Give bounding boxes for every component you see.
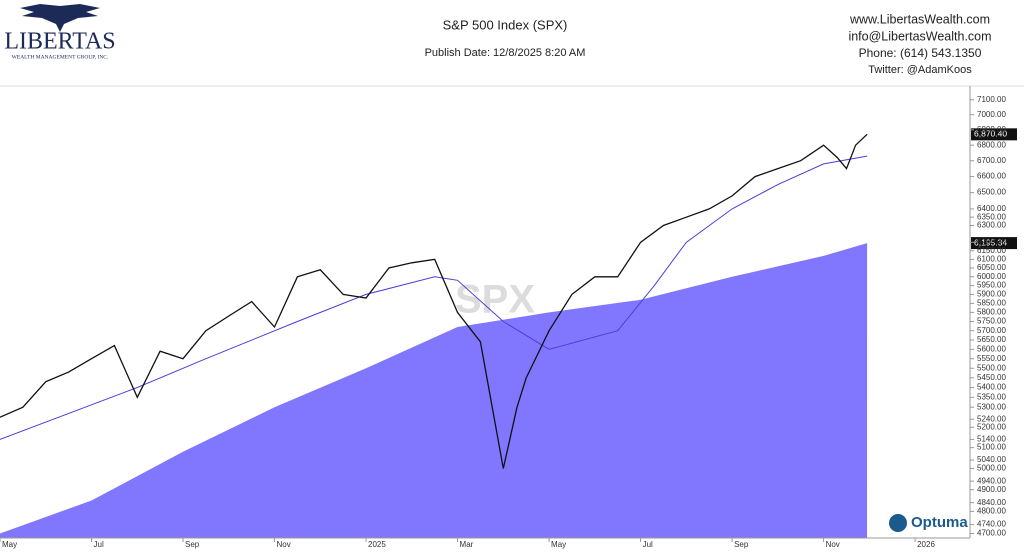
y-tick-label: 6400.00 bbox=[977, 204, 1006, 213]
y-tick-label: 6700.00 bbox=[977, 156, 1006, 165]
logo-name: LIBERTAS bbox=[4, 29, 115, 55]
brand: Optuma bbox=[889, 514, 968, 532]
last-value-label: 6,195.34 bbox=[974, 237, 1007, 247]
y-tick-label: 5350.00 bbox=[977, 392, 1006, 401]
y-tick-label: 5850.00 bbox=[977, 298, 1006, 307]
x-tick-label: May bbox=[2, 540, 17, 549]
logo-sub: WEALTH MANAGEMENT GROUP, INC. bbox=[12, 54, 109, 60]
y-tick-label: 5700.00 bbox=[977, 326, 1006, 335]
price-line bbox=[0, 133, 868, 469]
x-tick-label: 2026 bbox=[917, 540, 935, 549]
y-tick-label: 6000.00 bbox=[977, 272, 1006, 281]
y-tick-label: 7100.00 bbox=[977, 95, 1006, 104]
y-tick-label: 4700.00 bbox=[977, 529, 1006, 538]
last-value-label: 6,870.40 bbox=[974, 129, 1007, 139]
y-tick-label: 6900.00 bbox=[977, 125, 1006, 134]
y-tick-label: 5950.00 bbox=[977, 281, 1006, 290]
area bbox=[0, 243, 868, 538]
y-tick-label: 6200.00 bbox=[977, 237, 1006, 246]
y-tick-label: 6800.00 bbox=[977, 140, 1006, 149]
y-tick-label: 5750.00 bbox=[977, 317, 1006, 326]
phone: Phone: (614) 543.1350 bbox=[859, 46, 982, 60]
y-tick-label: 5550.00 bbox=[977, 354, 1006, 363]
y-tick-label: 5140.00 bbox=[977, 435, 1006, 444]
plot: SPX bbox=[0, 133, 868, 538]
y-tick-label: 5800.00 bbox=[977, 308, 1006, 317]
y-tick-label: 5900.00 bbox=[977, 290, 1006, 299]
y-tick-label: 5400.00 bbox=[977, 383, 1006, 392]
brand-icon bbox=[889, 514, 907, 532]
x-tick-label: Sep bbox=[185, 540, 200, 549]
y-tick-label: 5040.00 bbox=[977, 455, 1006, 464]
y-tick-label: 5600.00 bbox=[977, 344, 1006, 353]
x-tick-label: Jul bbox=[94, 540, 104, 549]
y-tick-label: 6500.00 bbox=[977, 188, 1006, 197]
twitter: Twitter: @AdamKoos bbox=[868, 64, 972, 76]
x-tick-label: May bbox=[551, 540, 566, 549]
y-tick-label: 4900.00 bbox=[977, 485, 1006, 494]
logo-eagle bbox=[20, 4, 100, 32]
x-tick-label: Jul bbox=[643, 540, 653, 549]
watermark: SPX bbox=[455, 278, 535, 322]
x-tick-label: Nov bbox=[277, 540, 291, 549]
y-tick-label: 4840.00 bbox=[977, 498, 1006, 507]
y-tick-label: 5300.00 bbox=[977, 402, 1006, 411]
y-tick-label: 6050.00 bbox=[977, 263, 1006, 272]
y-tick-label: 7000.00 bbox=[977, 110, 1006, 119]
y-tick-label: 6300.00 bbox=[977, 221, 1006, 230]
y-tick-label: 5240.00 bbox=[977, 414, 1006, 423]
y-tick-label: 5650.00 bbox=[977, 335, 1006, 344]
y-tick-label: 4740.00 bbox=[977, 520, 1006, 529]
y-tick-label: 6150.00 bbox=[977, 246, 1006, 255]
website: www.LibertasWealth.com bbox=[849, 12, 990, 26]
x-tick-label: Sep bbox=[734, 540, 749, 549]
x-tick-label: Mar bbox=[460, 540, 474, 549]
y-tick-label: 4940.00 bbox=[977, 476, 1006, 485]
y-tick-label: 5100.00 bbox=[977, 443, 1006, 452]
chart-subtitle: Publish Date: 12/8/2025 8:20 AM bbox=[425, 47, 586, 59]
logo: LIBERTAS WEALTH MANAGEMENT GROUP, INC. bbox=[4, 4, 116, 60]
x-tick-label: Nov bbox=[826, 540, 840, 549]
brand-name: Optuma bbox=[911, 514, 968, 531]
y-tick-label: 6350.00 bbox=[977, 212, 1006, 221]
y-tick-label: 4800.00 bbox=[977, 506, 1006, 515]
last-value-badge bbox=[971, 237, 1017, 250]
y-tick-label: 6600.00 bbox=[977, 172, 1006, 181]
moving-average bbox=[0, 155, 868, 440]
y-tick-label: 5500.00 bbox=[977, 363, 1006, 372]
y-tick-label: 5200.00 bbox=[977, 422, 1006, 431]
x-tick-label: 2025 bbox=[368, 540, 386, 549]
last-value-badge bbox=[971, 128, 1017, 141]
y-tick-label: 6100.00 bbox=[977, 254, 1006, 263]
chart-title: S&P 500 Index (SPX) bbox=[443, 17, 568, 32]
email: info@LibertasWealth.com bbox=[848, 29, 991, 43]
y-tick-label: 5450.00 bbox=[977, 373, 1006, 382]
y-tick-label: 5000.00 bbox=[977, 464, 1006, 473]
